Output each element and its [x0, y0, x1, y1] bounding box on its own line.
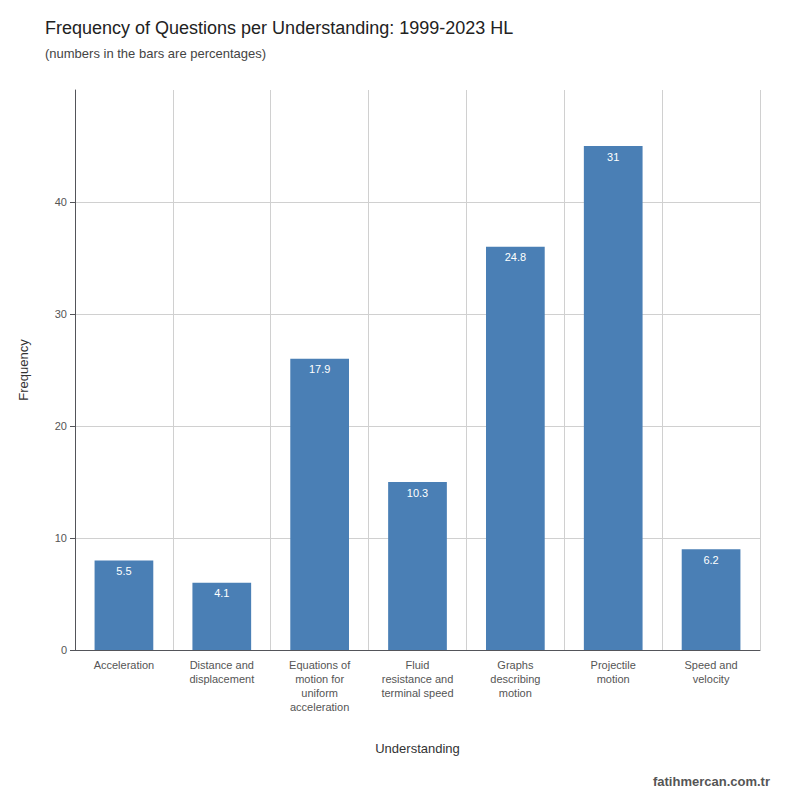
svg-text:velocity: velocity [693, 673, 730, 685]
svg-text:(numbers in the bars are perce: (numbers in the bars are percentages) [45, 46, 266, 61]
svg-text:Frequency: Frequency [16, 339, 31, 401]
svg-text:resistance and: resistance and [382, 673, 454, 685]
svg-text:31: 31 [607, 151, 619, 163]
svg-text:Understanding: Understanding [375, 741, 460, 756]
svg-text:Equations of: Equations of [289, 659, 351, 671]
svg-text:acceleration: acceleration [290, 701, 349, 713]
svg-text:describing: describing [490, 673, 540, 685]
svg-text:0: 0 [61, 644, 67, 656]
svg-text:Projectile: Projectile [591, 659, 636, 671]
svg-text:10.3: 10.3 [407, 487, 428, 499]
svg-text:terminal speed: terminal speed [381, 687, 453, 699]
svg-text:motion: motion [597, 673, 630, 685]
svg-text:motion: motion [499, 687, 532, 699]
svg-text:fatihmercan.com.tr: fatihmercan.com.tr [653, 774, 770, 789]
svg-text:Graphs: Graphs [497, 659, 534, 671]
svg-text:5.5: 5.5 [116, 565, 131, 577]
svg-text:40: 40 [55, 196, 67, 208]
svg-text:Frequency of Questions per Und: Frequency of Questions per Understanding… [45, 18, 513, 38]
svg-text:motion for: motion for [295, 673, 344, 685]
svg-text:Distance and: Distance and [190, 659, 254, 671]
svg-text:Acceleration: Acceleration [94, 659, 155, 671]
svg-text:6.2: 6.2 [703, 554, 718, 566]
svg-text:30: 30 [55, 308, 67, 320]
svg-text:24.8: 24.8 [505, 251, 526, 263]
svg-text:4.1: 4.1 [214, 587, 229, 599]
svg-text:displacement: displacement [189, 673, 254, 685]
svg-text:17.9: 17.9 [309, 363, 330, 375]
svg-text:Speed and: Speed and [684, 659, 737, 671]
svg-text:20: 20 [55, 420, 67, 432]
svg-text:Fluid: Fluid [406, 659, 430, 671]
svg-text:uniform: uniform [301, 687, 338, 699]
svg-text:10: 10 [55, 532, 67, 544]
